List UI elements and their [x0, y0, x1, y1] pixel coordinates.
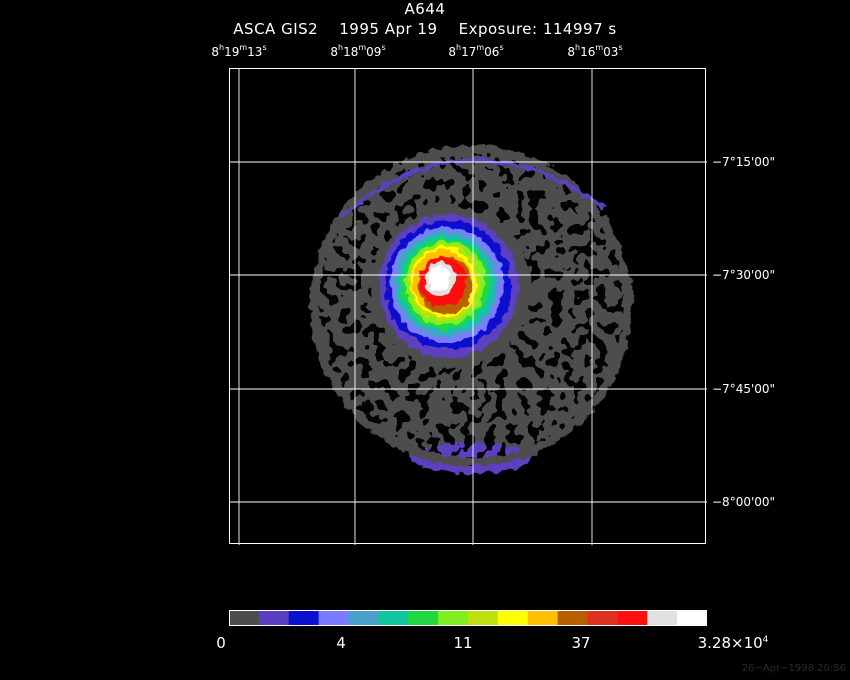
colorbar-cell — [468, 610, 499, 626]
dec-label-3: −7°45'00" — [712, 382, 776, 396]
colorbar-cell — [527, 610, 559, 626]
ra-label-4: 8h16m03s — [567, 43, 623, 59]
dec-label-2: −7°30'00" — [712, 268, 776, 282]
colorbar-label-11: 11 — [453, 634, 473, 652]
colorbar-cell — [438, 610, 469, 626]
colorbar-label-0: 0 — [216, 634, 226, 652]
colorbar-cell — [229, 610, 260, 626]
cluster-emission — [371, 208, 531, 368]
colorbar-cell — [408, 610, 439, 626]
colorbar-cell — [497, 610, 529, 626]
colorbar-cell — [318, 610, 350, 626]
colorbar-label-4: 4 — [336, 634, 346, 652]
dec-label-4: −8°00'00" — [712, 495, 776, 509]
dec-label-1: −7°15'00" — [712, 155, 776, 169]
colorbar-cell — [587, 610, 618, 626]
colorbar-cell — [348, 610, 379, 626]
ra-label-1: 8h19m13s — [211, 43, 267, 59]
plot-frame — [229, 68, 706, 544]
image-subtitle: ASCA GIS2 1995 Apr 19 Exposure: 114997 s — [233, 20, 617, 38]
colorbar-cell — [677, 610, 707, 626]
colorbar-label-37: 37 — [571, 634, 591, 652]
timestamp: 26−Apr−1998 20:56 — [741, 663, 846, 674]
colorbar-cell — [258, 610, 290, 626]
image-title: A644 — [404, 0, 446, 18]
colorbar-cell — [378, 610, 409, 626]
colorbar — [229, 610, 707, 626]
ra-label-3: 8h17m06s — [448, 43, 504, 59]
xray-image — [229, 68, 707, 545]
colorbar-cell — [617, 610, 648, 626]
coordinate-grid — [229, 68, 707, 545]
colorbar-cell — [647, 610, 678, 626]
ra-label-2: 8h18m09s — [330, 43, 386, 59]
colorbar-label-max: 3.28×104 — [697, 634, 769, 652]
colorbar-cell — [288, 610, 320, 626]
colorbar-cell — [557, 610, 589, 626]
